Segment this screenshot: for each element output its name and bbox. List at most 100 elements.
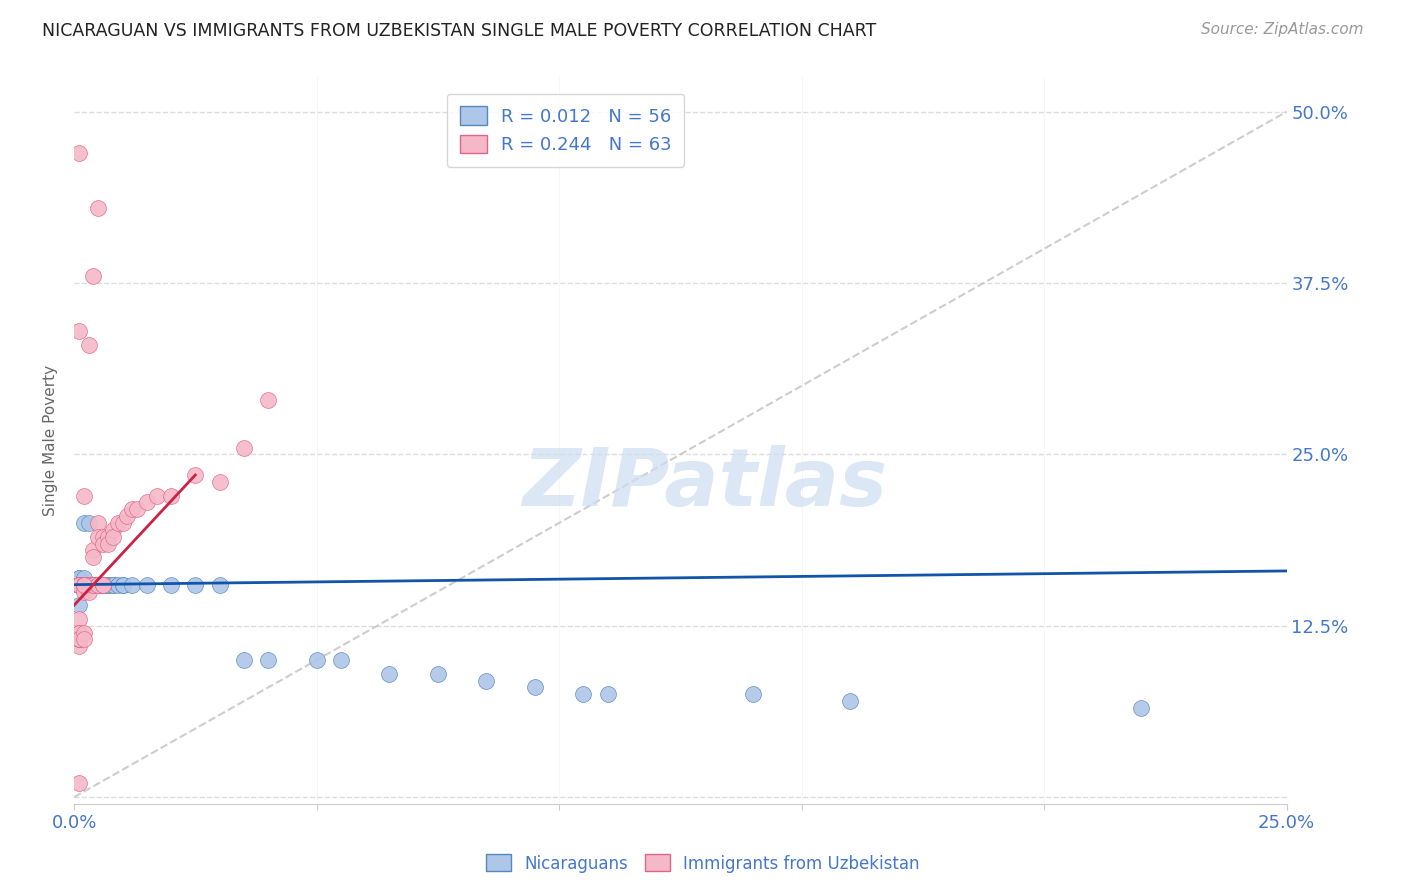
Point — [91, 536, 114, 550]
Point — [77, 577, 100, 591]
Point — [257, 653, 280, 667]
Point — [87, 201, 110, 215]
Point — [77, 516, 100, 530]
Point — [523, 681, 546, 695]
Point — [107, 577, 129, 591]
Point — [91, 577, 114, 591]
Point — [77, 337, 100, 351]
Point — [73, 632, 96, 647]
Legend: Nicaraguans, Immigrants from Uzbekistan: Nicaraguans, Immigrants from Uzbekistan — [479, 847, 927, 880]
Point — [839, 694, 862, 708]
Point — [67, 577, 90, 591]
Point — [329, 653, 352, 667]
Point — [184, 577, 207, 591]
Point — [67, 324, 90, 338]
Point — [77, 584, 100, 599]
Point — [1130, 701, 1153, 715]
Point — [77, 577, 100, 591]
Point — [73, 577, 96, 591]
Point — [97, 577, 120, 591]
Point — [101, 523, 124, 537]
Point — [67, 776, 90, 790]
Point — [82, 577, 104, 591]
Point — [67, 625, 90, 640]
Point — [305, 653, 328, 667]
Point — [87, 516, 110, 530]
Point — [121, 577, 143, 591]
Point — [73, 625, 96, 640]
Point — [101, 530, 124, 544]
Point — [121, 502, 143, 516]
Point — [67, 577, 90, 591]
Point — [77, 577, 100, 591]
Point — [67, 632, 90, 647]
Point — [67, 632, 90, 647]
Point — [82, 577, 104, 591]
Point — [73, 489, 96, 503]
Point — [135, 577, 157, 591]
Point — [135, 495, 157, 509]
Point — [160, 577, 183, 591]
Point — [67, 577, 90, 591]
Point — [73, 577, 96, 591]
Point — [82, 577, 104, 591]
Point — [160, 489, 183, 503]
Point — [232, 653, 254, 667]
Point — [67, 612, 90, 626]
Point — [127, 502, 149, 516]
Point — [572, 687, 595, 701]
Point — [91, 530, 114, 544]
Point — [91, 577, 114, 591]
Point — [82, 577, 104, 591]
Point — [67, 145, 90, 160]
Point — [67, 577, 90, 591]
Point — [97, 530, 120, 544]
Point — [67, 577, 90, 591]
Point — [67, 632, 90, 647]
Point — [73, 577, 96, 591]
Legend: R = 0.012   N = 56, R = 0.244   N = 63: R = 0.012 N = 56, R = 0.244 N = 63 — [447, 94, 685, 167]
Text: Source: ZipAtlas.com: Source: ZipAtlas.com — [1201, 22, 1364, 37]
Text: ZIPatlas: ZIPatlas — [522, 445, 887, 524]
Point — [73, 577, 96, 591]
Point — [87, 577, 110, 591]
Point — [67, 577, 90, 591]
Point — [67, 632, 90, 647]
Point — [73, 516, 96, 530]
Point — [73, 577, 96, 591]
Point — [426, 666, 449, 681]
Point — [73, 577, 96, 591]
Point — [77, 577, 100, 591]
Point — [73, 577, 96, 591]
Point — [73, 571, 96, 585]
Point — [145, 489, 167, 503]
Point — [208, 577, 231, 591]
Point — [73, 577, 96, 591]
Point — [67, 577, 90, 591]
Point — [184, 467, 207, 482]
Point — [208, 475, 231, 489]
Point — [73, 577, 96, 591]
Y-axis label: Single Male Poverty: Single Male Poverty — [44, 365, 58, 516]
Point — [91, 577, 114, 591]
Text: NICARAGUAN VS IMMIGRANTS FROM UZBEKISTAN SINGLE MALE POVERTY CORRELATION CHART: NICARAGUAN VS IMMIGRANTS FROM UZBEKISTAN… — [42, 22, 876, 40]
Point — [82, 543, 104, 558]
Point — [257, 392, 280, 407]
Point — [596, 687, 619, 701]
Point — [67, 577, 90, 591]
Point — [97, 536, 120, 550]
Point — [82, 577, 104, 591]
Point — [67, 632, 90, 647]
Point — [67, 571, 90, 585]
Point — [77, 577, 100, 591]
Point — [101, 577, 124, 591]
Point — [111, 516, 134, 530]
Point — [73, 584, 96, 599]
Point — [117, 509, 139, 524]
Point — [67, 571, 90, 585]
Point — [67, 577, 90, 591]
Point — [77, 577, 100, 591]
Point — [232, 441, 254, 455]
Point — [77, 577, 100, 591]
Point — [742, 687, 765, 701]
